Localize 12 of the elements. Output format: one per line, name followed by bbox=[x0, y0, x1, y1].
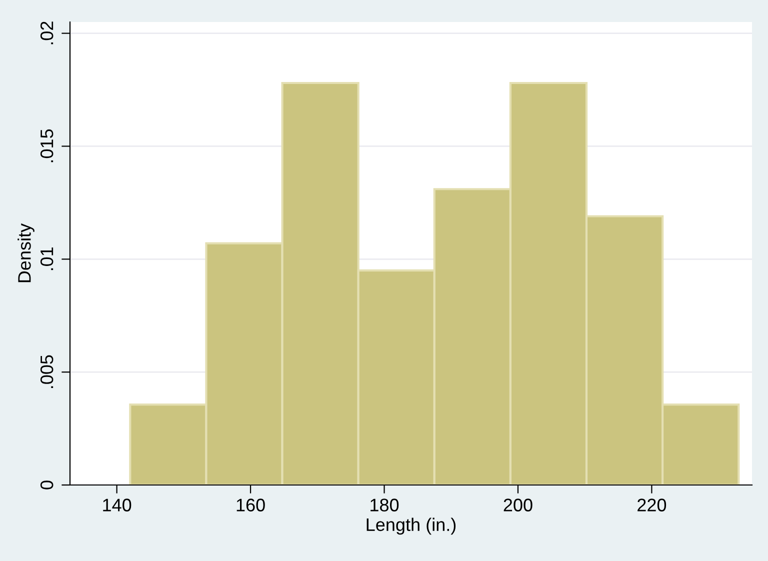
y-tick-label: .005 bbox=[40, 355, 54, 388]
x-tick-label: 140 bbox=[103, 498, 132, 512]
x-tick-label: 200 bbox=[504, 498, 532, 512]
y-tick-label: .02 bbox=[40, 22, 54, 44]
y-tick-label: .015 bbox=[40, 129, 54, 162]
y-tick-label: 0 bbox=[40, 480, 54, 490]
x-tick-label: 220 bbox=[638, 498, 666, 512]
y-axis-title: Density bbox=[18, 223, 34, 282]
x-tick-label: 160 bbox=[236, 498, 265, 512]
x-tick-label: 180 bbox=[370, 498, 399, 512]
x-axis-title: Length (in.) bbox=[366, 518, 456, 535]
y-tick-label: .01 bbox=[40, 247, 54, 270]
